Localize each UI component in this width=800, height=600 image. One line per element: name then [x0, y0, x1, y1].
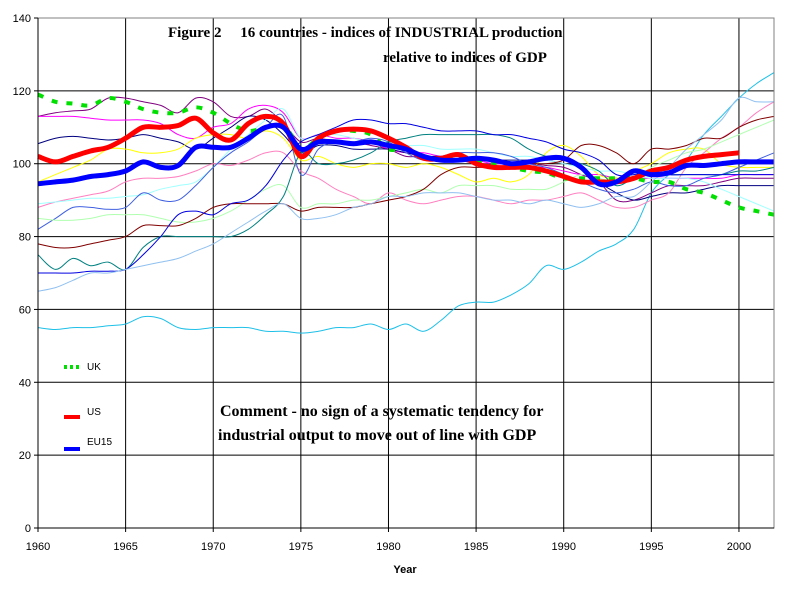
series-line-country-lightgreen [37, 119, 775, 223]
legend-item-uk: UK [64, 362, 101, 373]
series-line-country-yellow [37, 130, 774, 183]
chart-title-line2: relative to indices of GDP [383, 50, 547, 66]
series-line-eu15 [37, 122, 774, 188]
y-tick-labels: 0 20 40 60 80 100 120 140 [13, 13, 31, 535]
y-tick-label: 100 [13, 159, 31, 171]
x-tick-label: 1985 [464, 541, 488, 553]
x-tick-label: 2000 [727, 541, 751, 553]
y-tick-label: 40 [19, 377, 31, 389]
legend: UK US EU15 [64, 362, 112, 451]
x-tick-label: 1980 [376, 541, 400, 553]
chart-title-line1: Figure 2 16 countries - indices of INDUS… [168, 25, 563, 41]
comment-line1: Comment - no sign of a systematic tenden… [220, 403, 544, 420]
x-tick-label: 1975 [289, 541, 313, 553]
y-tick-label: 0 [25, 523, 31, 535]
y-tick-label: 140 [13, 13, 31, 25]
gridlines [38, 18, 774, 528]
y-tick-label: 120 [13, 86, 31, 98]
legend-label-eu15: EU15 [87, 437, 112, 448]
x-tick-label: 1990 [551, 541, 575, 553]
series-line-country-purple [37, 96, 774, 203]
x-tick-label: 1965 [113, 541, 137, 553]
y-tick-label: 20 [19, 450, 31, 462]
series-line-country-lightblue [37, 96, 775, 292]
x-axis-title: Year [393, 564, 417, 576]
comment-line2: industrial output to move out of line wi… [218, 427, 536, 444]
axes [34, 17, 774, 532]
plot-background [38, 18, 774, 528]
series-lines [37, 72, 775, 334]
x-tick-label: 1970 [201, 541, 225, 553]
x-tick-label: 1960 [26, 541, 50, 553]
legend-item-us: US [64, 407, 101, 419]
x-tick-label: 1995 [639, 541, 663, 553]
series-line-country-pink [37, 101, 775, 209]
legend-label-uk: UK [87, 362, 101, 373]
legend-label-us: US [87, 407, 101, 418]
x-tick-labels: 1960 1965 1970 1975 1980 1985 1990 1995 2000 [26, 541, 751, 553]
y-tick-label: 60 [19, 304, 31, 316]
legend-item-eu15: EU15 [64, 437, 112, 451]
y-tick-label: 80 [19, 232, 31, 244]
